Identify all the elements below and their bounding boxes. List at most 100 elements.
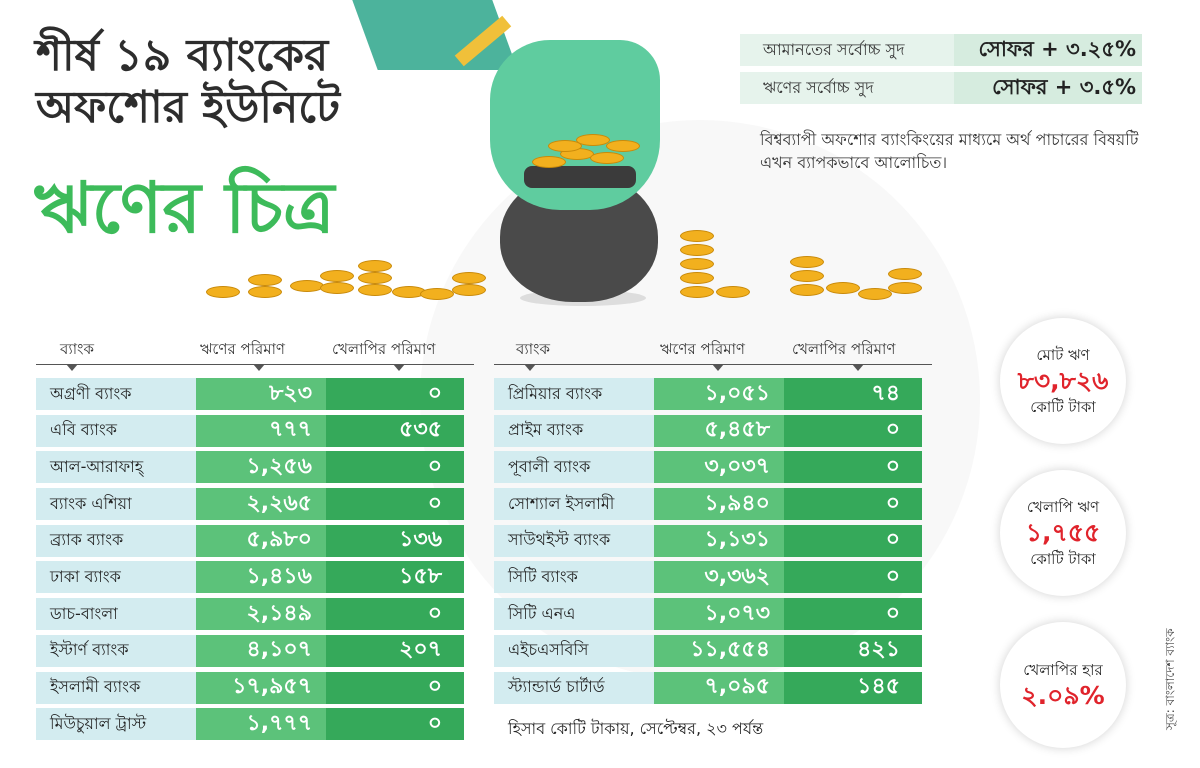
right-header-bank: ব্যাংক [516, 340, 550, 358]
default-amount-cell: ০ [326, 488, 464, 521]
title-line-2: অফশোর ইউনিটে [36, 82, 340, 133]
table-row: প্রাইম ব্যাংক ৫,৪৫৮ ০ [494, 414, 922, 447]
stat-total-loan: মোট ঋণ ৮৩,৮২৬ কোটি টাকা [1000, 318, 1126, 444]
left-header-default: খেলাপির পরিমাণ [332, 340, 436, 358]
coin-icon [358, 272, 392, 284]
table-row: সিটি এনএ ১,০৭৩ ০ [494, 598, 922, 631]
table-row: এইচএসবিসি ১১,৫৫৪ ৪২১ [494, 634, 922, 667]
coin-icon [532, 156, 566, 168]
loan-rate-row: ঋণের সর্বোচ্চ সুদ সোফর + ৩.৫% [740, 72, 1142, 104]
bank-name-cell: আল-আরাফাহ্ [36, 451, 196, 484]
title-line-1: শীর্ষ ১৯ ব্যাংকের [36, 30, 329, 81]
loan-amount-cell: ৫,৯৮০ [196, 524, 326, 557]
table-row: এবি ব্যাংক ৭৭৭ ৫৩৫ [36, 414, 464, 447]
bank-name-cell: ঢাকা ব্যাংক [36, 561, 196, 594]
stat-label: মোট ঋণ [1036, 346, 1090, 364]
default-amount-cell: ০ [784, 524, 922, 557]
default-amount-cell: ৪২১ [784, 634, 922, 667]
title-line-3: ঋণের চিত্র [34, 167, 335, 249]
table-row: প্রিমিয়ার ব্যাংক ১,০৫১ ৭৪ [494, 378, 922, 410]
coin-icon [320, 282, 354, 294]
table-row: ব্যাংক এশিয়া ২,২৬৫ ০ [36, 488, 464, 521]
coin-icon [858, 288, 892, 300]
default-amount-cell: ০ [326, 708, 464, 741]
left-header-bank: ব্যাংক [60, 340, 94, 358]
bank-name-cell: পূবালী ব্যাংক [494, 451, 654, 484]
table-row: ঢাকা ব্যাংক ১,৪১৬ ১৫৮ [36, 561, 464, 594]
coin-icon [290, 280, 324, 292]
stat-label: খেলাপি ঋণ [1026, 498, 1100, 516]
default-amount-cell: ২০৭ [326, 634, 464, 667]
bank-name-cell: অগ্রণী ব্যাংক [36, 378, 196, 410]
stat-value: ২.০৯% [1021, 681, 1105, 710]
coin-icon [790, 270, 824, 282]
loan-amount-cell: ৮২৩ [196, 378, 326, 410]
coin-icon [606, 140, 640, 152]
loan-amount-cell: ৩,৩৬২ [654, 561, 784, 594]
table-row: পূবালী ব্যাংক ৩,০৩৭ ০ [494, 451, 922, 484]
pot-rim [524, 166, 636, 188]
note-text: বিশ্বব্যাপী অফশোর ব্যাংকিংয়ের মাধ্যমে অ… [760, 130, 1139, 172]
default-amount-cell: ০ [326, 671, 464, 704]
bank-name-cell: ব্র্যাক ব্যাংক [36, 524, 196, 557]
default-amount-cell: ০ [784, 414, 922, 447]
right-header-loan: ঋণের পরিমাণ [660, 340, 745, 358]
bank-name-cell: এবি ব্যাংক [36, 414, 196, 447]
bank-name-cell: মিউচুয়াল ট্রাস্ট [36, 708, 196, 741]
loan-amount-cell: ৪,১০৭ [196, 634, 326, 667]
coin-icon [320, 270, 354, 282]
loan-amount-cell: ১,৪১৬ [196, 561, 326, 594]
loan-amount-cell: ১,৭৭৭ [196, 708, 326, 741]
table-row: অগ্রণী ব্যাংক ৮২৩ ০ [36, 378, 464, 410]
loan-rate-label: ঋণের সর্বোচ্চ সুদ [740, 72, 954, 104]
coin-icon [248, 274, 282, 286]
right-loan-table: প্রিমিয়ার ব্যাংক ১,০৫১ ৭৪ প্রাইম ব্যাংক ৫,৪… [494, 378, 922, 708]
table-row: ব্র্যাক ব্যাংক ৫,৯৮০ ১৩৬ [36, 524, 464, 557]
table-row: সোশ্যাল ইসলামী ১,৯৪০ ০ [494, 488, 922, 521]
stat-unit: কোটি টাকা [1030, 398, 1096, 416]
coin-icon [680, 244, 714, 256]
coin-icon [826, 282, 860, 294]
bank-name-cell: সোশ্যাল ইসলামী [494, 488, 654, 521]
coin-icon [680, 272, 714, 284]
table-row: ইস্টার্ণ ব্যাংক ৪,১০৭ ২০৭ [36, 634, 464, 667]
coin-icon [248, 286, 282, 298]
loan-amount-cell: ১,৯৪০ [654, 488, 784, 521]
arrow-icon [712, 364, 724, 371]
default-amount-cell: ০ [326, 598, 464, 631]
loan-amount-cell: ৩,০৩৭ [654, 451, 784, 484]
default-amount-cell: ০ [784, 488, 922, 521]
bank-name-cell: এইচএসবিসি [494, 634, 654, 667]
coin-icon [680, 258, 714, 270]
loan-amount-cell: ৭৭৭ [196, 414, 326, 447]
table-row: স্ট্যান্ডার্ড চার্টার্ড ৭,০৯৫ ১৪৫ [494, 671, 922, 704]
coin-icon [888, 268, 922, 280]
coin-icon [420, 288, 454, 300]
coin-icon [888, 282, 922, 294]
loan-amount-cell: ১,১৩১ [654, 524, 784, 557]
bank-name-cell: ইস্টার্ণ ব্যাংক [36, 634, 196, 667]
table-row: আল-আরাফাহ্ ১,২৫৬ ০ [36, 451, 464, 484]
bank-name-cell: প্রিমিয়ার ব্যাংক [494, 378, 654, 410]
deposit-rate-value: সোফর + ৩.২৫% [954, 34, 1142, 66]
left-header-loan: ঋণের পরিমাণ [200, 340, 285, 358]
loan-amount-cell: ১১,৫৫৪ [654, 634, 784, 667]
default-amount-cell: ১৪৫ [784, 671, 922, 704]
stat-default-loan: খেলাপি ঋণ ১,৭৫৫ কোটি টাকা [1000, 470, 1126, 596]
loan-rate-value: সোফর + ৩.৫% [954, 72, 1142, 104]
right-header-default: খেলাপির পরিমাণ [792, 340, 896, 358]
bank-name-cell: ডাচ-বাংলা [36, 598, 196, 631]
arrow-icon [393, 364, 405, 371]
coin-icon [716, 286, 750, 298]
default-amount-cell: ৫৩৫ [326, 414, 464, 447]
loan-amount-cell: ১,০৭৩ [654, 598, 784, 631]
default-amount-cell: ১৩৬ [326, 524, 464, 557]
table-row: ইসলামী ব্যাংক ১৭,৯৫৭ ০ [36, 671, 464, 704]
coin-icon [452, 272, 486, 284]
left-loan-table: অগ্রণী ব্যাংক ৮২৩ ০ এবি ব্যাংক ৭৭৭ ৫৩৫ আল-আরাফ… [36, 378, 464, 745]
default-amount-cell: ৭৪ [784, 378, 922, 410]
coin-icon [358, 284, 392, 296]
loan-amount-cell: ২,১৪৯ [196, 598, 326, 631]
deposit-rate-label: আমানতের সর্বোচ্চ সুদ [740, 34, 954, 66]
footnote: হিসাব কোটি টাকায়, সেপ্টেম্বর, ২৩ পর্যন্… [508, 719, 764, 738]
